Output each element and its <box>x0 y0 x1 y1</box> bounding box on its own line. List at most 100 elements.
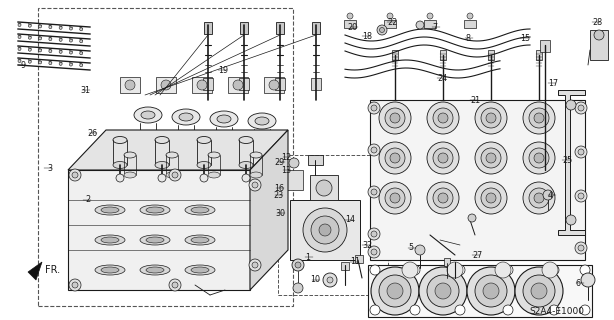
Circle shape <box>475 102 507 134</box>
Text: 22: 22 <box>387 18 397 27</box>
Text: 11: 11 <box>350 258 360 267</box>
Bar <box>440 50 446 60</box>
Bar <box>38 8 293 306</box>
Bar <box>312 22 320 34</box>
Circle shape <box>377 25 387 35</box>
Circle shape <box>467 267 515 315</box>
Circle shape <box>69 51 72 54</box>
Ellipse shape <box>155 162 169 169</box>
Ellipse shape <box>185 265 215 275</box>
Circle shape <box>523 142 555 174</box>
Ellipse shape <box>140 235 170 245</box>
Circle shape <box>433 188 453 208</box>
Circle shape <box>523 182 555 214</box>
Bar <box>444 258 450 266</box>
Circle shape <box>49 38 52 41</box>
Text: 17: 17 <box>548 78 558 87</box>
Circle shape <box>368 228 380 240</box>
Circle shape <box>529 108 549 128</box>
Text: 31: 31 <box>80 85 90 94</box>
Ellipse shape <box>146 267 164 273</box>
Bar <box>392 50 398 60</box>
Circle shape <box>39 25 42 28</box>
Circle shape <box>385 108 405 128</box>
Circle shape <box>447 262 463 278</box>
Polygon shape <box>28 262 42 280</box>
Bar <box>370 100 585 260</box>
Circle shape <box>566 215 576 225</box>
Ellipse shape <box>250 172 262 178</box>
Text: 24: 24 <box>437 74 447 83</box>
Circle shape <box>252 182 258 188</box>
Circle shape <box>80 64 83 67</box>
Circle shape <box>390 113 400 123</box>
Circle shape <box>475 142 507 174</box>
Circle shape <box>379 28 384 33</box>
Circle shape <box>80 28 83 31</box>
Circle shape <box>379 182 411 214</box>
Text: 10: 10 <box>310 276 320 284</box>
Circle shape <box>200 174 208 182</box>
Bar <box>311 78 321 90</box>
Bar <box>239 78 249 90</box>
Circle shape <box>49 62 52 65</box>
Ellipse shape <box>166 152 178 158</box>
Bar <box>264 77 284 93</box>
Circle shape <box>327 277 333 283</box>
Circle shape <box>252 262 258 268</box>
Ellipse shape <box>140 205 170 215</box>
Circle shape <box>503 265 513 275</box>
Ellipse shape <box>174 143 198 155</box>
Bar <box>204 22 212 34</box>
Ellipse shape <box>191 267 209 273</box>
Circle shape <box>531 283 547 299</box>
Polygon shape <box>68 170 250 290</box>
Ellipse shape <box>142 177 154 183</box>
Circle shape <box>379 142 411 174</box>
Circle shape <box>18 60 21 62</box>
Circle shape <box>39 37 42 40</box>
Ellipse shape <box>239 137 253 143</box>
Circle shape <box>370 265 380 275</box>
Circle shape <box>475 182 507 214</box>
Circle shape <box>578 193 584 199</box>
Bar <box>464 20 476 28</box>
Bar <box>355 255 363 263</box>
Text: 6: 6 <box>576 278 581 287</box>
Circle shape <box>575 146 587 158</box>
Bar <box>384 20 396 28</box>
Ellipse shape <box>250 147 274 159</box>
Circle shape <box>468 214 476 222</box>
Text: 16: 16 <box>274 183 284 193</box>
Polygon shape <box>68 130 288 170</box>
Circle shape <box>385 148 405 168</box>
Text: 3: 3 <box>47 164 52 172</box>
Circle shape <box>28 36 31 39</box>
Text: 2: 2 <box>86 196 91 204</box>
Circle shape <box>80 52 83 55</box>
Text: 20: 20 <box>348 22 358 31</box>
Circle shape <box>39 61 42 64</box>
Circle shape <box>371 267 419 315</box>
Text: 28: 28 <box>592 18 602 27</box>
Ellipse shape <box>101 207 119 213</box>
Circle shape <box>402 262 418 278</box>
Text: 30: 30 <box>275 209 285 218</box>
Ellipse shape <box>249 173 275 187</box>
Circle shape <box>69 169 81 181</box>
Bar <box>536 50 542 60</box>
Circle shape <box>59 50 62 53</box>
Ellipse shape <box>211 141 237 155</box>
Circle shape <box>580 265 590 275</box>
Circle shape <box>534 193 544 203</box>
Circle shape <box>49 26 52 29</box>
Circle shape <box>80 40 83 43</box>
Ellipse shape <box>208 152 220 158</box>
Circle shape <box>435 283 451 299</box>
Circle shape <box>549 305 559 315</box>
Circle shape <box>161 80 171 90</box>
Circle shape <box>72 172 78 178</box>
Ellipse shape <box>208 172 220 178</box>
Ellipse shape <box>255 117 269 125</box>
Ellipse shape <box>135 141 161 155</box>
